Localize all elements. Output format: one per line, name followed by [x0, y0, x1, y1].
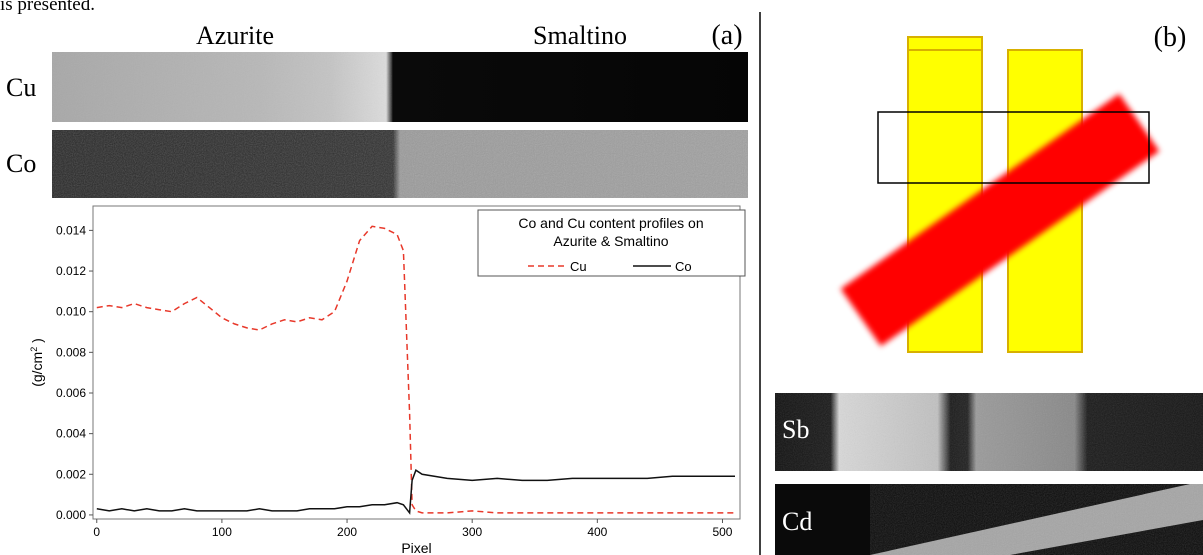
column-label: Azurite [196, 21, 274, 50]
legend-entry: Cu [570, 259, 587, 274]
row-label: Sb [782, 415, 809, 444]
row-label: Co [6, 149, 36, 178]
x-tick-label: 200 [337, 525, 357, 539]
x-tick-label: 100 [212, 525, 232, 539]
chart: 0.000 0.002 0.004 0.006 0.008 0.010 0.012 0.014… [29, 206, 745, 555]
x-axis-label: Pixel [401, 540, 431, 555]
y-tick-label: 0.012 [56, 264, 86, 278]
column-label: Smaltino [533, 21, 627, 50]
series-line [97, 470, 735, 513]
legend-title-line: Co and Cu content profiles on [518, 215, 703, 231]
y-tick-label: 0.004 [56, 427, 86, 441]
y-axis-label: (g/cm2 ) [29, 338, 45, 387]
figure: is presented. Azurite Smaltino (a) Cu Co… [0, 0, 1203, 555]
x-tick-label: 0 [93, 525, 100, 539]
y-tick-label: 0.002 [56, 467, 86, 481]
panel-label: (b) [1154, 22, 1187, 53]
row-label: Cu [6, 73, 36, 102]
co-noise [52, 130, 748, 198]
y-axis-label-part: (g/cm [29, 352, 45, 387]
x-tick-label: 500 [712, 525, 732, 539]
panel-label: (a) [711, 20, 742, 51]
x-tick-label: 300 [462, 525, 482, 539]
text-fragment: is presented. [0, 0, 95, 15]
y-tick-label: 0.014 [56, 223, 86, 237]
schematic [841, 37, 1160, 352]
x-tick-label: 400 [587, 525, 607, 539]
y-axis-label-part: ) [29, 338, 45, 347]
cu-noise [52, 52, 392, 122]
row-label: Cd [782, 507, 812, 536]
legend-entry: Co [675, 259, 692, 274]
y-tick-label: 0.008 [56, 345, 86, 359]
y-tick-label: 0.010 [56, 305, 86, 319]
sb-noise [775, 393, 1203, 471]
y-tick-label: 0.006 [56, 386, 86, 400]
y-tick-label: 0.000 [56, 508, 86, 522]
legend-title-line: Azurite & Smaltino [553, 233, 668, 249]
